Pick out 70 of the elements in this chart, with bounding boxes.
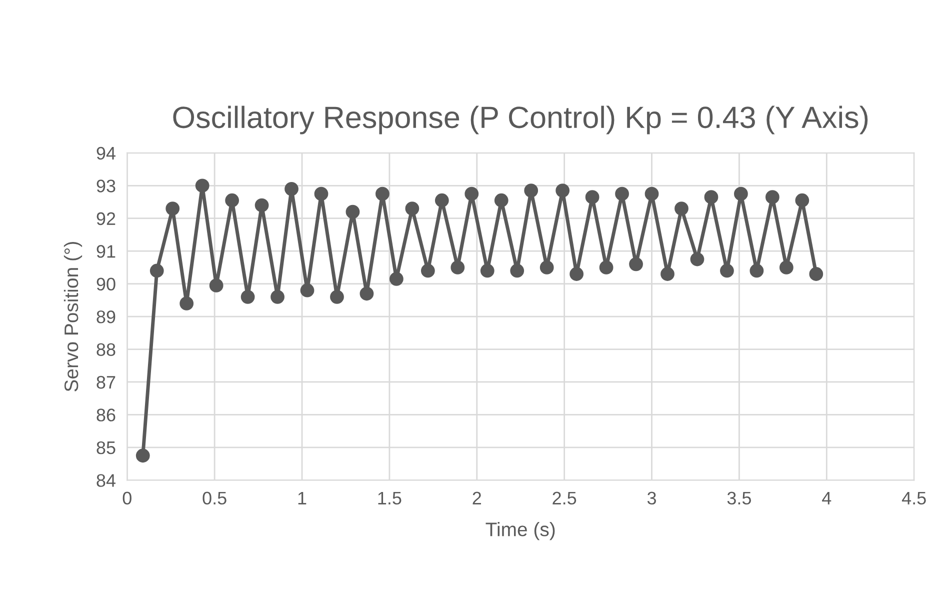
point [510,264,524,278]
point [254,198,269,212]
point [180,296,194,310]
point [690,252,704,266]
x-tick-label: 2.5 [552,492,576,505]
point [136,448,150,463]
y-tick-label: 85 [96,441,116,454]
point [540,260,554,274]
point [644,186,659,201]
point [765,190,780,204]
point [166,202,180,216]
chart-title: Oscillatory Response (P Control) Kp = 0.43 (Y Axis) [173,106,868,134]
x-tick-label: 0 [122,492,132,505]
point [734,186,748,201]
point [809,267,824,281]
y-tick-label: 90 [96,278,116,291]
y-tick-label: 94 [96,146,116,160]
point [195,178,210,193]
y-tick-label: 87 [96,376,116,389]
x-tick-label: 3.5 [727,492,751,505]
y-tick-label: 86 [96,408,116,422]
point [376,186,390,201]
y-axis-title: Servo Position (°) [64,242,82,392]
y-tick-label: 84 [96,474,116,487]
point [346,204,360,219]
point [209,278,224,292]
x-tick-label: 2 [472,492,482,504]
point [150,264,164,278]
y-tick-label: 92 [96,212,116,226]
point [434,193,449,208]
point [480,264,494,278]
point [464,186,479,201]
y-tick-label: 89 [96,310,116,324]
x-tick-label: 1.5 [378,492,402,505]
point [405,202,420,216]
point [720,264,734,278]
x-tick-label: 1 [298,492,306,504]
point [674,202,688,216]
y-tick-label: 93 [96,180,116,192]
x-tick-label: 4 [822,492,832,504]
point [556,184,570,198]
x-tick-label: 0.5 [202,492,226,505]
point [360,286,374,301]
point [494,193,508,208]
point [750,264,764,278]
point [704,190,718,204]
x-axis-title: Time (s) [486,522,555,540]
point [240,290,255,304]
point [524,184,538,198]
y-tick-label: 91 [96,245,116,258]
point [420,264,435,278]
x-tick-label: 4.5 [902,492,926,505]
point [585,190,600,204]
point [660,267,674,281]
point [450,260,465,274]
point [314,186,328,201]
point [779,260,794,274]
point [390,272,404,286]
point [795,193,810,208]
point [599,260,614,274]
point [300,283,314,298]
point [225,193,240,208]
point [629,257,643,272]
y-tick-label: 88 [96,343,116,356]
point [615,186,629,201]
point [570,267,584,281]
point [284,182,298,196]
point [330,290,344,304]
point [270,290,284,304]
x-tick-label: 3 [647,492,656,505]
